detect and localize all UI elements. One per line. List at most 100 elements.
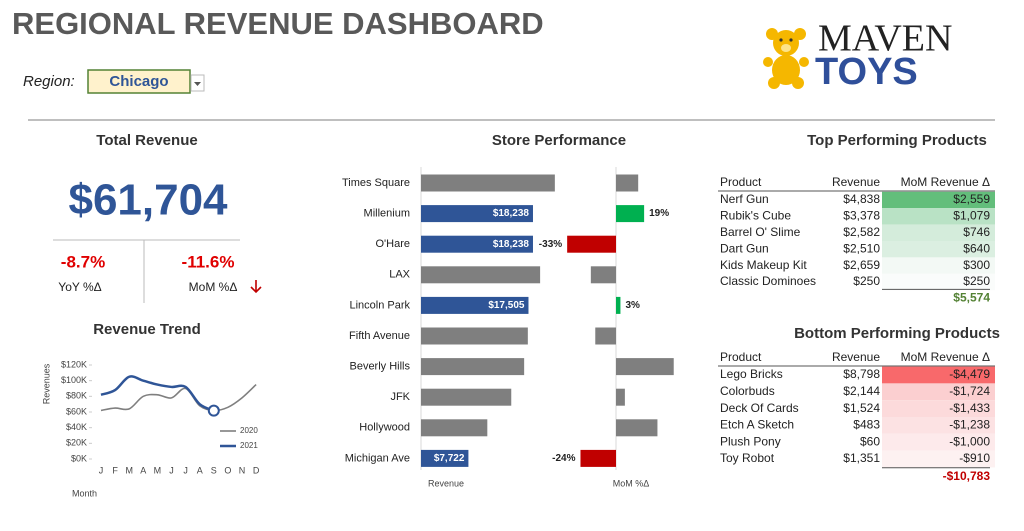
- column-header: Revenue: [832, 175, 880, 189]
- bar: [616, 358, 674, 376]
- kpi-yoy-label: YoY %Δ: [58, 280, 101, 294]
- table-cell: $2,144: [843, 384, 880, 398]
- bar: [421, 235, 533, 253]
- x-tick-label: M: [154, 465, 162, 475]
- table-cell: Rubik's Cube: [720, 209, 791, 223]
- category-label: LAX: [389, 269, 410, 281]
- table-cell: $2,659: [843, 258, 880, 272]
- legend-label: 2020: [240, 426, 258, 435]
- y-tick-label: $20K: [66, 438, 87, 448]
- table-cell: Toy Robot: [720, 451, 775, 465]
- delta-shade: [882, 241, 995, 258]
- table-title: Bottom Performing Products: [794, 325, 1000, 342]
- x-tick-label: M: [125, 465, 133, 475]
- bar: [421, 174, 555, 192]
- table-cell: $3,378: [843, 209, 880, 223]
- category-label: Beverly Hills: [349, 361, 410, 373]
- current-month-marker: [207, 404, 220, 417]
- chart-title: Revenue Trend: [93, 321, 201, 338]
- region-label: Region:: [23, 73, 75, 90]
- data-label: 3%: [625, 300, 640, 311]
- y-tick-label: $40K: [66, 422, 87, 432]
- category-label: Hollywood: [359, 422, 410, 434]
- table-cell: -$4,479: [949, 367, 990, 381]
- table-cell: Nerf Gun: [720, 192, 769, 206]
- bar: [421, 327, 528, 345]
- x-tick-label: J: [169, 465, 174, 475]
- column-header: MoM Revenue Δ: [901, 175, 990, 189]
- x-axis-label: Month: [72, 488, 97, 498]
- table-cell: $4,838: [843, 192, 880, 206]
- column-header: Product: [720, 350, 762, 364]
- table-cell: Deck Of Cards: [720, 401, 799, 415]
- data-label: $7,722: [434, 453, 465, 464]
- kpi-mom-label: MoM %Δ: [189, 280, 238, 294]
- dashboard-title: REGIONAL REVENUE DASHBOARD: [12, 6, 544, 41]
- x-tick-label: J: [183, 465, 188, 475]
- table-cell: $746: [963, 225, 990, 239]
- category-label: Michigan Ave: [345, 452, 410, 464]
- y-tick-label: $120K: [61, 359, 87, 369]
- chart-title: Store Performance: [492, 132, 626, 149]
- table-total: -$10,783: [943, 469, 991, 483]
- table-cell: Lego Bricks: [720, 367, 783, 381]
- bar: [616, 296, 621, 314]
- delta-shade: [882, 257, 995, 274]
- data-label: 19%: [649, 208, 669, 219]
- region-value[interactable]: Chicago: [109, 73, 168, 90]
- kpi-mom: -11.6%: [182, 252, 235, 271]
- y-tick-label: $0K: [71, 453, 87, 463]
- legend-label: 2021: [240, 441, 258, 450]
- data-label: $18,238: [493, 208, 530, 219]
- table-cell: -$1,724: [949, 384, 990, 398]
- table-title: Top Performing Products: [807, 132, 987, 149]
- delta-shade: [882, 224, 995, 241]
- table-cell: $483: [853, 418, 880, 432]
- table-cell: $640: [963, 241, 990, 255]
- data-label: $17,505: [488, 300, 525, 311]
- table-cell: $2,582: [843, 225, 880, 239]
- bar: [421, 358, 525, 376]
- bar: [595, 327, 616, 345]
- bar: [421, 449, 469, 467]
- category-label: Times Square: [342, 177, 410, 189]
- kpi-title: Total Revenue: [96, 132, 197, 149]
- delta-shade: [882, 366, 995, 384]
- column-header: MoM Revenue Δ: [901, 350, 990, 364]
- x-tick-label: A: [197, 465, 203, 475]
- table-cell: $1,079: [953, 209, 990, 223]
- x-tick-label: S: [211, 465, 217, 475]
- table-cell: -$1,433: [949, 401, 990, 415]
- bar: [616, 419, 658, 437]
- x-tick-label: D: [253, 465, 260, 475]
- trend-line: [100, 384, 257, 412]
- trend-line: [100, 375, 215, 412]
- down-arrow: [250, 280, 262, 294]
- column-header: Revenue: [832, 350, 880, 364]
- data-label: -33%: [539, 239, 562, 250]
- table-cell: $2,510: [843, 241, 880, 255]
- table-cell: $2,559: [953, 192, 990, 206]
- table-cell: Colorbuds: [720, 384, 775, 398]
- table-total: $5,574: [953, 291, 990, 305]
- dropdown-arrow: [194, 82, 201, 86]
- table-cell: $250: [853, 274, 880, 288]
- table-cell: $300: [963, 258, 990, 272]
- table-cell: -$910: [959, 451, 990, 465]
- region-select[interactable]: [87, 69, 191, 94]
- table-cell: Barrel O' Slime: [720, 225, 801, 239]
- bar: [580, 449, 616, 467]
- category-label: O'Hare: [376, 238, 411, 250]
- data-label: -24%: [552, 453, 575, 464]
- axis-label: MoM %Δ: [613, 478, 650, 488]
- bar: [421, 419, 488, 437]
- table-cell: Dart Gun: [720, 241, 769, 255]
- bar: [616, 174, 639, 192]
- x-tick-label: F: [112, 465, 118, 475]
- axis-label: Revenue: [428, 478, 464, 488]
- category-label: Lincoln Park: [349, 299, 410, 311]
- delta-shade: [882, 450, 995, 468]
- bar: [421, 266, 541, 284]
- category-label: JFK: [390, 391, 410, 403]
